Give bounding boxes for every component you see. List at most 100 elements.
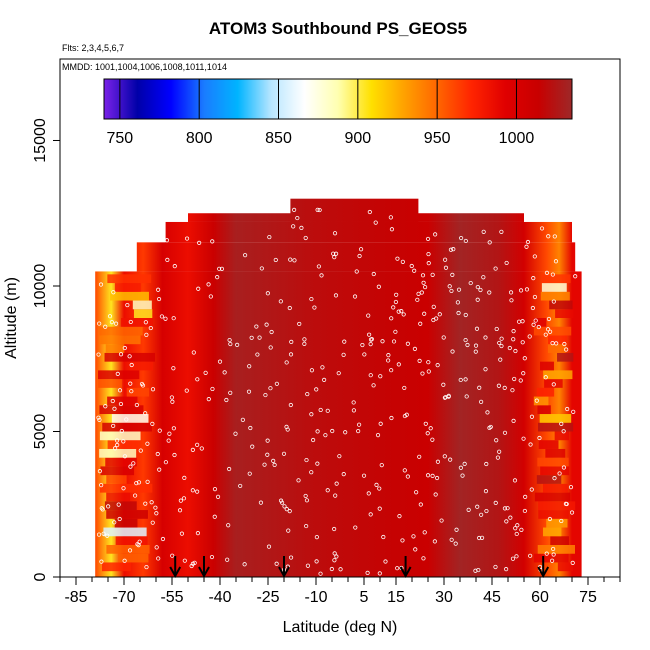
sample-point [551,546,556,552]
x-tick-label: -85 [64,589,87,606]
sample-point [401,312,406,317]
heatmap-layer [136,242,576,272]
sample-point [171,426,176,431]
sample-point [238,483,243,489]
profile-arrow [198,556,210,579]
heatmap-streak [129,361,154,371]
sample-point [497,340,502,346]
sample-point [547,516,552,522]
sample-point [110,398,115,404]
sample-point [446,394,451,399]
sample-point [127,548,133,553]
sample-point [117,388,123,393]
sample-point [528,553,533,558]
sample-point [512,376,517,382]
sample-point [197,240,202,245]
sample-point [190,488,195,493]
sample-point [368,373,373,378]
sample-point [305,391,310,397]
sample-point [129,362,134,368]
sample-point [111,423,116,429]
sample-point [426,251,431,257]
heatmap-streak [543,370,573,380]
sample-point [537,435,542,441]
sample-point [366,313,371,318]
sample-point [332,231,338,236]
sample-point [143,411,148,416]
sample-point [115,442,120,448]
sample-point [454,527,459,532]
sample-point [430,473,435,478]
heatmap-streak [537,544,576,554]
sample-point [499,343,504,349]
sample-point [512,478,518,483]
sample-point [318,571,323,576]
sample-point [543,332,548,337]
x-tick-label: 60 [531,589,549,606]
sample-point [149,500,154,505]
sample-point [353,525,358,530]
sample-point [157,428,162,433]
sample-point [443,265,449,270]
sample-point [361,473,367,478]
colorbar-tick-label: 950 [424,130,451,147]
sample-point [302,337,307,342]
heatmap-layer [95,271,582,577]
sample-point [265,438,270,443]
flights-note: Flts: 2,3,4,5,6,7 [62,43,124,53]
sample-point [235,342,240,348]
heatmap-streak [126,387,150,397]
sample-point [504,567,509,572]
sample-point [498,357,503,362]
sample-point [287,305,292,311]
sample-point [423,421,428,426]
sample-point [304,498,310,503]
sample-point [100,507,105,512]
sample-point [343,430,348,435]
sample-point [442,454,447,459]
heatmap-streak [133,309,153,318]
sample-point [248,425,253,431]
sample-point [264,322,269,327]
sample-point [366,491,371,496]
sample-point [265,452,270,457]
sample-point [259,266,264,271]
sample-point [302,341,307,346]
sample-point [565,406,570,412]
sample-point [494,438,499,443]
x-axis: -85 -70 -55 -40 -25 -10 5 15 30 45 60 75 [59,576,621,606]
sample-point [117,516,122,522]
sample-point [154,511,159,516]
sample-point [484,508,489,514]
sample-point [177,508,183,513]
sample-point [483,335,488,340]
colorbar-tick-label: 750 [107,130,134,147]
sample-point [112,446,118,451]
sample-point [529,414,535,419]
heatmap-streak [102,422,152,432]
sample-point [430,437,435,442]
sample-point [106,504,111,509]
sample-point [479,535,485,540]
sample-point [164,238,170,243]
sample-point [262,462,267,467]
sample-point [215,275,220,280]
sample-point [274,381,279,386]
sample-point [550,558,555,563]
sample-point [129,389,134,394]
sample-point [509,298,514,303]
heatmap-streak [106,492,131,502]
sample-point [389,227,395,232]
sample-point [163,316,168,321]
sample-point [475,297,480,302]
sample-point [414,490,419,495]
sample-point [288,555,294,560]
sample-point [458,235,464,241]
sample-point [451,247,456,252]
sample-point [212,487,218,492]
sample-point [493,564,498,570]
sample-point [551,382,556,387]
sample-point [341,472,346,477]
sample-point [411,534,416,539]
